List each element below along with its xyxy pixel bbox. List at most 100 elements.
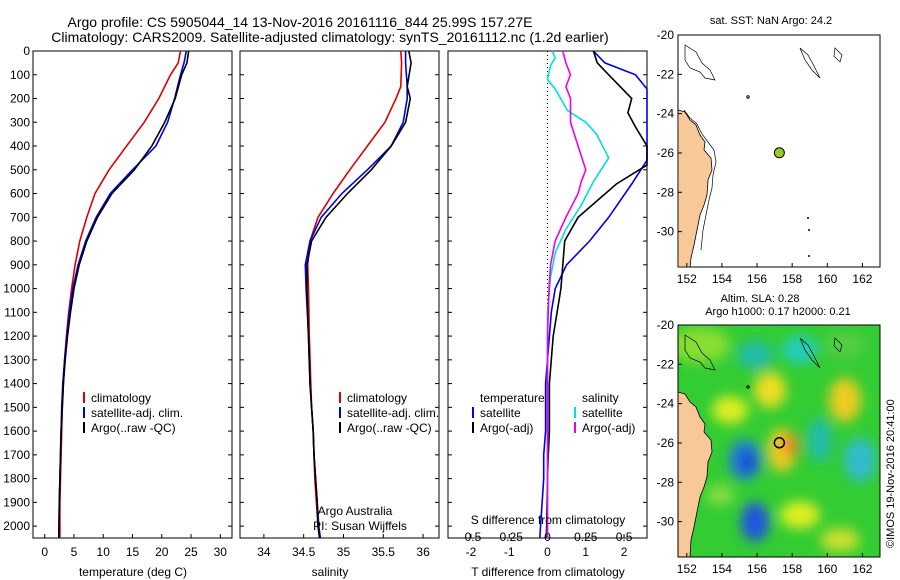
depth-tick-label: 1100 [4,305,30,319]
map-y-tick-label: -20 [657,318,675,332]
argo-position-marker [773,147,785,159]
depth-tick-label: 100 [10,68,30,82]
sla-map-frame [677,324,881,558]
reef-contour [684,44,716,81]
map-x-tick-label: 154 [712,272,732,286]
map-y-tick-label: -24 [657,107,675,121]
x-tick-label: 34 [257,545,271,559]
map-y-tick-label: -22 [657,67,675,81]
reef-contour [684,334,716,371]
sla-map-title1: Altim. SLA: 0.28 [721,293,800,305]
legend-label: Argo(..raw -QC) [347,421,432,435]
legend-label: satellite [582,406,623,420]
legend-label: climatology [91,391,151,405]
x-tick-label: 0 [544,545,551,559]
x-tick-label: 36 [416,545,430,559]
depth-tick-label: 1200 [3,329,30,343]
map-y-tick-label: -24 [657,397,675,411]
island-marker [808,229,810,231]
s-tick-label: -0.25 [496,530,524,544]
map-x-tick-label: 154 [712,562,732,576]
depth-tick-label: 300 [10,115,30,129]
difference-s-label: S difference from climatology [471,513,626,527]
x-tick-label: 20 [155,545,169,559]
series-line [58,50,190,539]
map-y-tick-label: -20 [657,28,675,42]
s-tick-label: -0.5 [461,530,482,544]
x-tick-label: 35 [337,545,351,559]
depth-tick-label: 1300 [3,353,30,367]
map-y-tick-label: -30 [657,515,675,529]
depth-tick-label: 1500 [3,400,30,414]
map-y-tick-label: -28 [657,475,675,489]
map-x-tick-label: 162 [852,562,872,576]
depth-tick-label: 1700 [3,448,30,462]
legend-label: climatology [347,391,407,405]
difference-legend: temperature salinitysatelliteArgo(-adj)sa… [472,391,635,435]
temperature-axes [32,50,233,539]
sst-map: sat. SST: NaN Argo: 24.2 152 154 156 158 160… [657,15,881,286]
title-line1: Argo profile: CS 5905044_14 13-Nov-2016 … [68,14,533,30]
legend-title: temperature [480,391,545,405]
salinity-x-axis: 34 34.5 35 35.5 36 [257,534,430,559]
depth-tick-label: 400 [10,139,30,153]
sla-field [678,325,880,557]
map-x-tick-label: 162 [852,272,872,286]
depth-tick-label: 1400 [3,377,30,391]
depth-tick-label: 500 [10,163,30,177]
difference-panel: -2 -1 0 1 2-0.5 -0.25 0 0.25 0.5 S difference fr… [447,50,648,579]
map-x-tick-label: 158 [782,562,802,576]
map-x-tick-label: 152 [677,272,697,286]
map-y-tick-label: -26 [657,146,675,160]
map-y-tick-label: -28 [657,185,675,199]
title-line2: Climatology: CARS2009. Satellite-adjuste… [51,29,608,45]
sla-map-axes: 152 154 156 158 160 162 -20 -22 -24 -26 -28 -30 [657,318,873,576]
sst-map-axes: 152 154 156 158 160 162 -20 -22 -24 -26 -28 -30 [657,28,873,286]
temperature-xlabel: temperature (deg C) [79,565,187,579]
x-tick-label: -1 [504,545,515,559]
watermark: ©IMOS 19-Nov-2016 20:41:00 [885,399,897,548]
s-tick-label: 0.5 [616,530,633,544]
series-line [545,50,648,539]
temperature-panel: 0100200300400500600700800900100011001200… [3,44,233,579]
legend-label: Argo(-adj) [480,421,533,435]
sla-map: Altim. SLA: 0.28 Argo h1000: 0.17 h2000:… [657,293,881,576]
credit-line2: PI: Susan Wijffels [313,519,407,533]
legend-label: satellite-adj. clim. [91,406,183,420]
map-y-tick-label: -26 [657,436,675,450]
salinity-y-ticks [240,50,439,527]
x-tick-label: 1 [582,545,589,559]
seamount-marker [746,95,750,99]
depth-tick-label: 800 [10,234,30,248]
australia-land [677,109,713,268]
x-tick-label: -2 [466,545,477,559]
argo-position-marker [773,437,786,449]
difference-t-label: T difference from climatology [471,565,625,579]
island-marker [808,255,810,257]
map-x-tick-label: 160 [817,272,837,286]
series-line [539,50,648,539]
depth-tick-label: 0 [23,44,30,58]
australia-land [678,391,713,557]
series-line [306,50,412,539]
x-tick-label: 10 [97,545,111,559]
map-y-tick-label: -22 [657,357,675,371]
x-tick-label: 30 [214,545,228,559]
difference-lines [539,50,648,539]
depth-tick-label: 700 [10,210,30,224]
legend-title: salinity [582,391,619,405]
temperature-lines [58,50,190,539]
x-tick-label: 0 [41,545,48,559]
depth-tick-label: 2000 [3,519,30,533]
map-x-tick-label: 152 [677,562,697,576]
x-tick-label: 25 [184,545,198,559]
legend-label: Argo(..raw -QC) [91,421,176,435]
x-tick-label: 15 [126,545,140,559]
x-tick-label: 35.5 [372,545,396,559]
new-caledonia-contour [799,47,821,79]
map-x-tick-label: 156 [747,272,767,286]
map-x-tick-label: 160 [817,562,837,576]
salinity-xlabel: salinity [312,565,349,579]
